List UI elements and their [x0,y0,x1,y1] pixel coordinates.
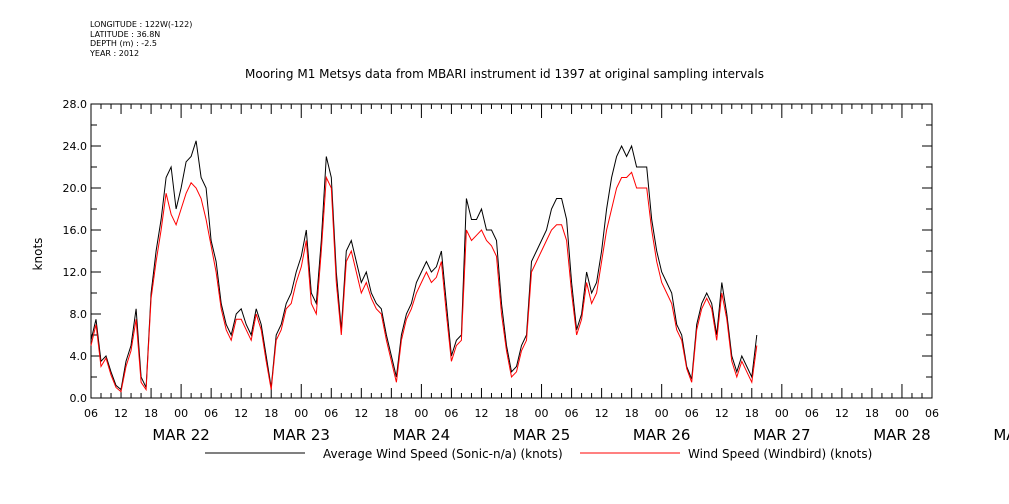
x-day-label: MAR 27 [753,426,810,444]
y-tick-label: 28.0 [63,98,88,111]
x-hour-label: 00 [895,407,909,420]
y-tick-label: 16.0 [63,224,88,237]
y-tick-label: 0.0 [70,392,88,405]
axes-layer: 0.0 4.0 8.0 12.0 16.0 20.0 24.0 28.0 06 12 18 00 06 1… [63,98,1009,444]
series-line-average-wind-speed [90,140,758,391]
x-day-label: MAR 24 [393,426,450,444]
year-label: YEAR : 2012 [90,48,140,58]
latitude-label: LATITUDE : 36.8N [90,29,161,39]
x-hour-label: 18 [264,407,278,420]
chart-title: Mooring M1 Metsys data from MBARI instru… [245,67,764,81]
x-hour-label: 12 [595,407,609,420]
legend-label-windbird: Wind Speed (Windbird) (knots) [688,447,872,461]
y-tick-label: 12.0 [63,266,88,279]
x-hour-label: 00 [174,407,188,420]
x-hour-label: 00 [655,407,669,420]
legend-label-average: Average Wind Speed (Sonic-n/a) (knots) [323,447,563,461]
x-hour-label: 18 [144,407,158,420]
series-line-windbird-wind-speed [90,171,758,393]
x-hour-label: 06 [565,407,579,420]
x-hour-label: 06 [805,407,819,420]
x-hour-label: 06 [444,407,458,420]
x-hour-label: 06 [685,407,699,420]
depth-label: DEPTH (m) : -2.5 [90,39,157,48]
x-hour-label: 06 [324,407,338,420]
x-day-label: MAR 26 [633,426,690,444]
longitude-label: LONGITUDE : 122W(-122) [90,20,193,29]
x-day-label: MAR 29 [993,426,1009,444]
legend: Average Wind Speed (Sonic-n/a) (knots) Wi… [205,447,872,461]
y-tick-label: 24.0 [63,140,88,153]
x-hour-label: 18 [384,407,398,420]
x-day-label: MAR 23 [273,426,330,444]
x-hour-label: 06 [204,407,218,420]
x-day-label: MAR 28 [873,426,930,444]
series-layer [90,140,758,393]
metadata-block: LONGITUDE : 122W(-122) LATITUDE : 36.8N … [90,20,192,58]
x-hour-label: 12 [835,407,849,420]
y-axis-label: knots [31,238,45,271]
y-tick-label: 8.0 [70,308,88,321]
x-hour-label: 18 [865,407,879,420]
plot-frame [90,103,933,399]
x-hour-label: 18 [625,407,639,420]
x-day-label: MAR 22 [152,426,209,444]
x-hour-label: 00 [294,407,308,420]
x-hour-label: 12 [354,407,368,420]
x-hour-label: 12 [715,407,729,420]
x-hour-label: 18 [745,407,759,420]
x-hour-label: 00 [535,407,549,420]
y-tick-label: 20.0 [63,182,88,195]
x-hour-label: 00 [775,407,789,420]
x-hour-label: 06 [84,407,98,420]
x-hour-label: 12 [234,407,248,420]
x-hour-label: 12 [114,407,128,420]
y-tick-label: 4.0 [70,350,88,363]
x-hour-label: 06 [925,407,939,420]
x-hour-label: 18 [505,407,519,420]
x-hour-label: 00 [414,407,428,420]
x-day-label: MAR 25 [513,426,570,444]
x-hour-label: 12 [474,407,488,420]
